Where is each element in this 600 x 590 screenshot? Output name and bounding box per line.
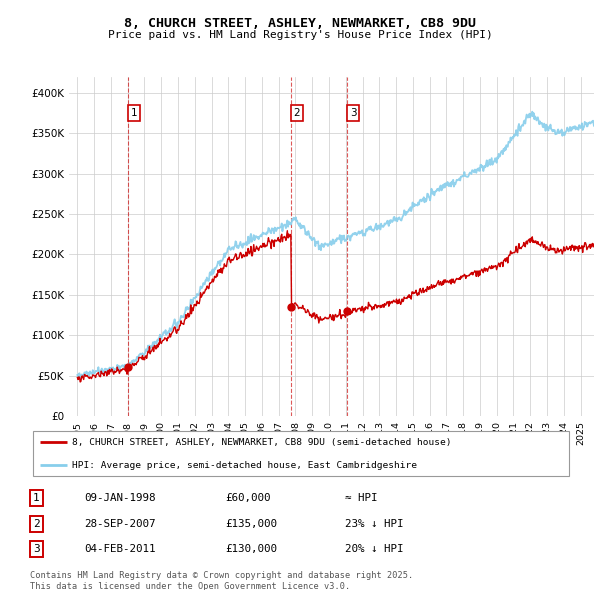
Text: 09-JAN-1998: 09-JAN-1998 [85,493,156,503]
Text: 20% ↓ HPI: 20% ↓ HPI [345,544,403,554]
Text: £135,000: £135,000 [226,519,277,529]
Text: HPI: Average price, semi-detached house, East Cambridgeshire: HPI: Average price, semi-detached house,… [73,461,418,470]
Text: £130,000: £130,000 [226,544,277,554]
Text: 8, CHURCH STREET, ASHLEY, NEWMARKET, CB8 9DU (semi-detached house): 8, CHURCH STREET, ASHLEY, NEWMARKET, CB8… [73,438,452,447]
Text: 3: 3 [33,544,40,554]
Text: 04-FEB-2011: 04-FEB-2011 [85,544,156,554]
Text: Price paid vs. HM Land Registry's House Price Index (HPI): Price paid vs. HM Land Registry's House … [107,30,493,40]
Text: 23% ↓ HPI: 23% ↓ HPI [345,519,403,529]
Text: £60,000: £60,000 [226,493,271,503]
Text: 2: 2 [33,519,40,529]
Text: 3: 3 [350,108,356,118]
Text: 1: 1 [33,493,40,503]
FancyBboxPatch shape [33,431,569,477]
Text: ≈ HPI: ≈ HPI [345,493,377,503]
Text: Contains HM Land Registry data © Crown copyright and database right 2025.
This d: Contains HM Land Registry data © Crown c… [30,571,413,590]
Text: 8, CHURCH STREET, ASHLEY, NEWMARKET, CB8 9DU: 8, CHURCH STREET, ASHLEY, NEWMARKET, CB8… [124,17,476,30]
Text: 1: 1 [131,108,137,118]
Text: 2: 2 [293,108,300,118]
Text: 28-SEP-2007: 28-SEP-2007 [85,519,156,529]
